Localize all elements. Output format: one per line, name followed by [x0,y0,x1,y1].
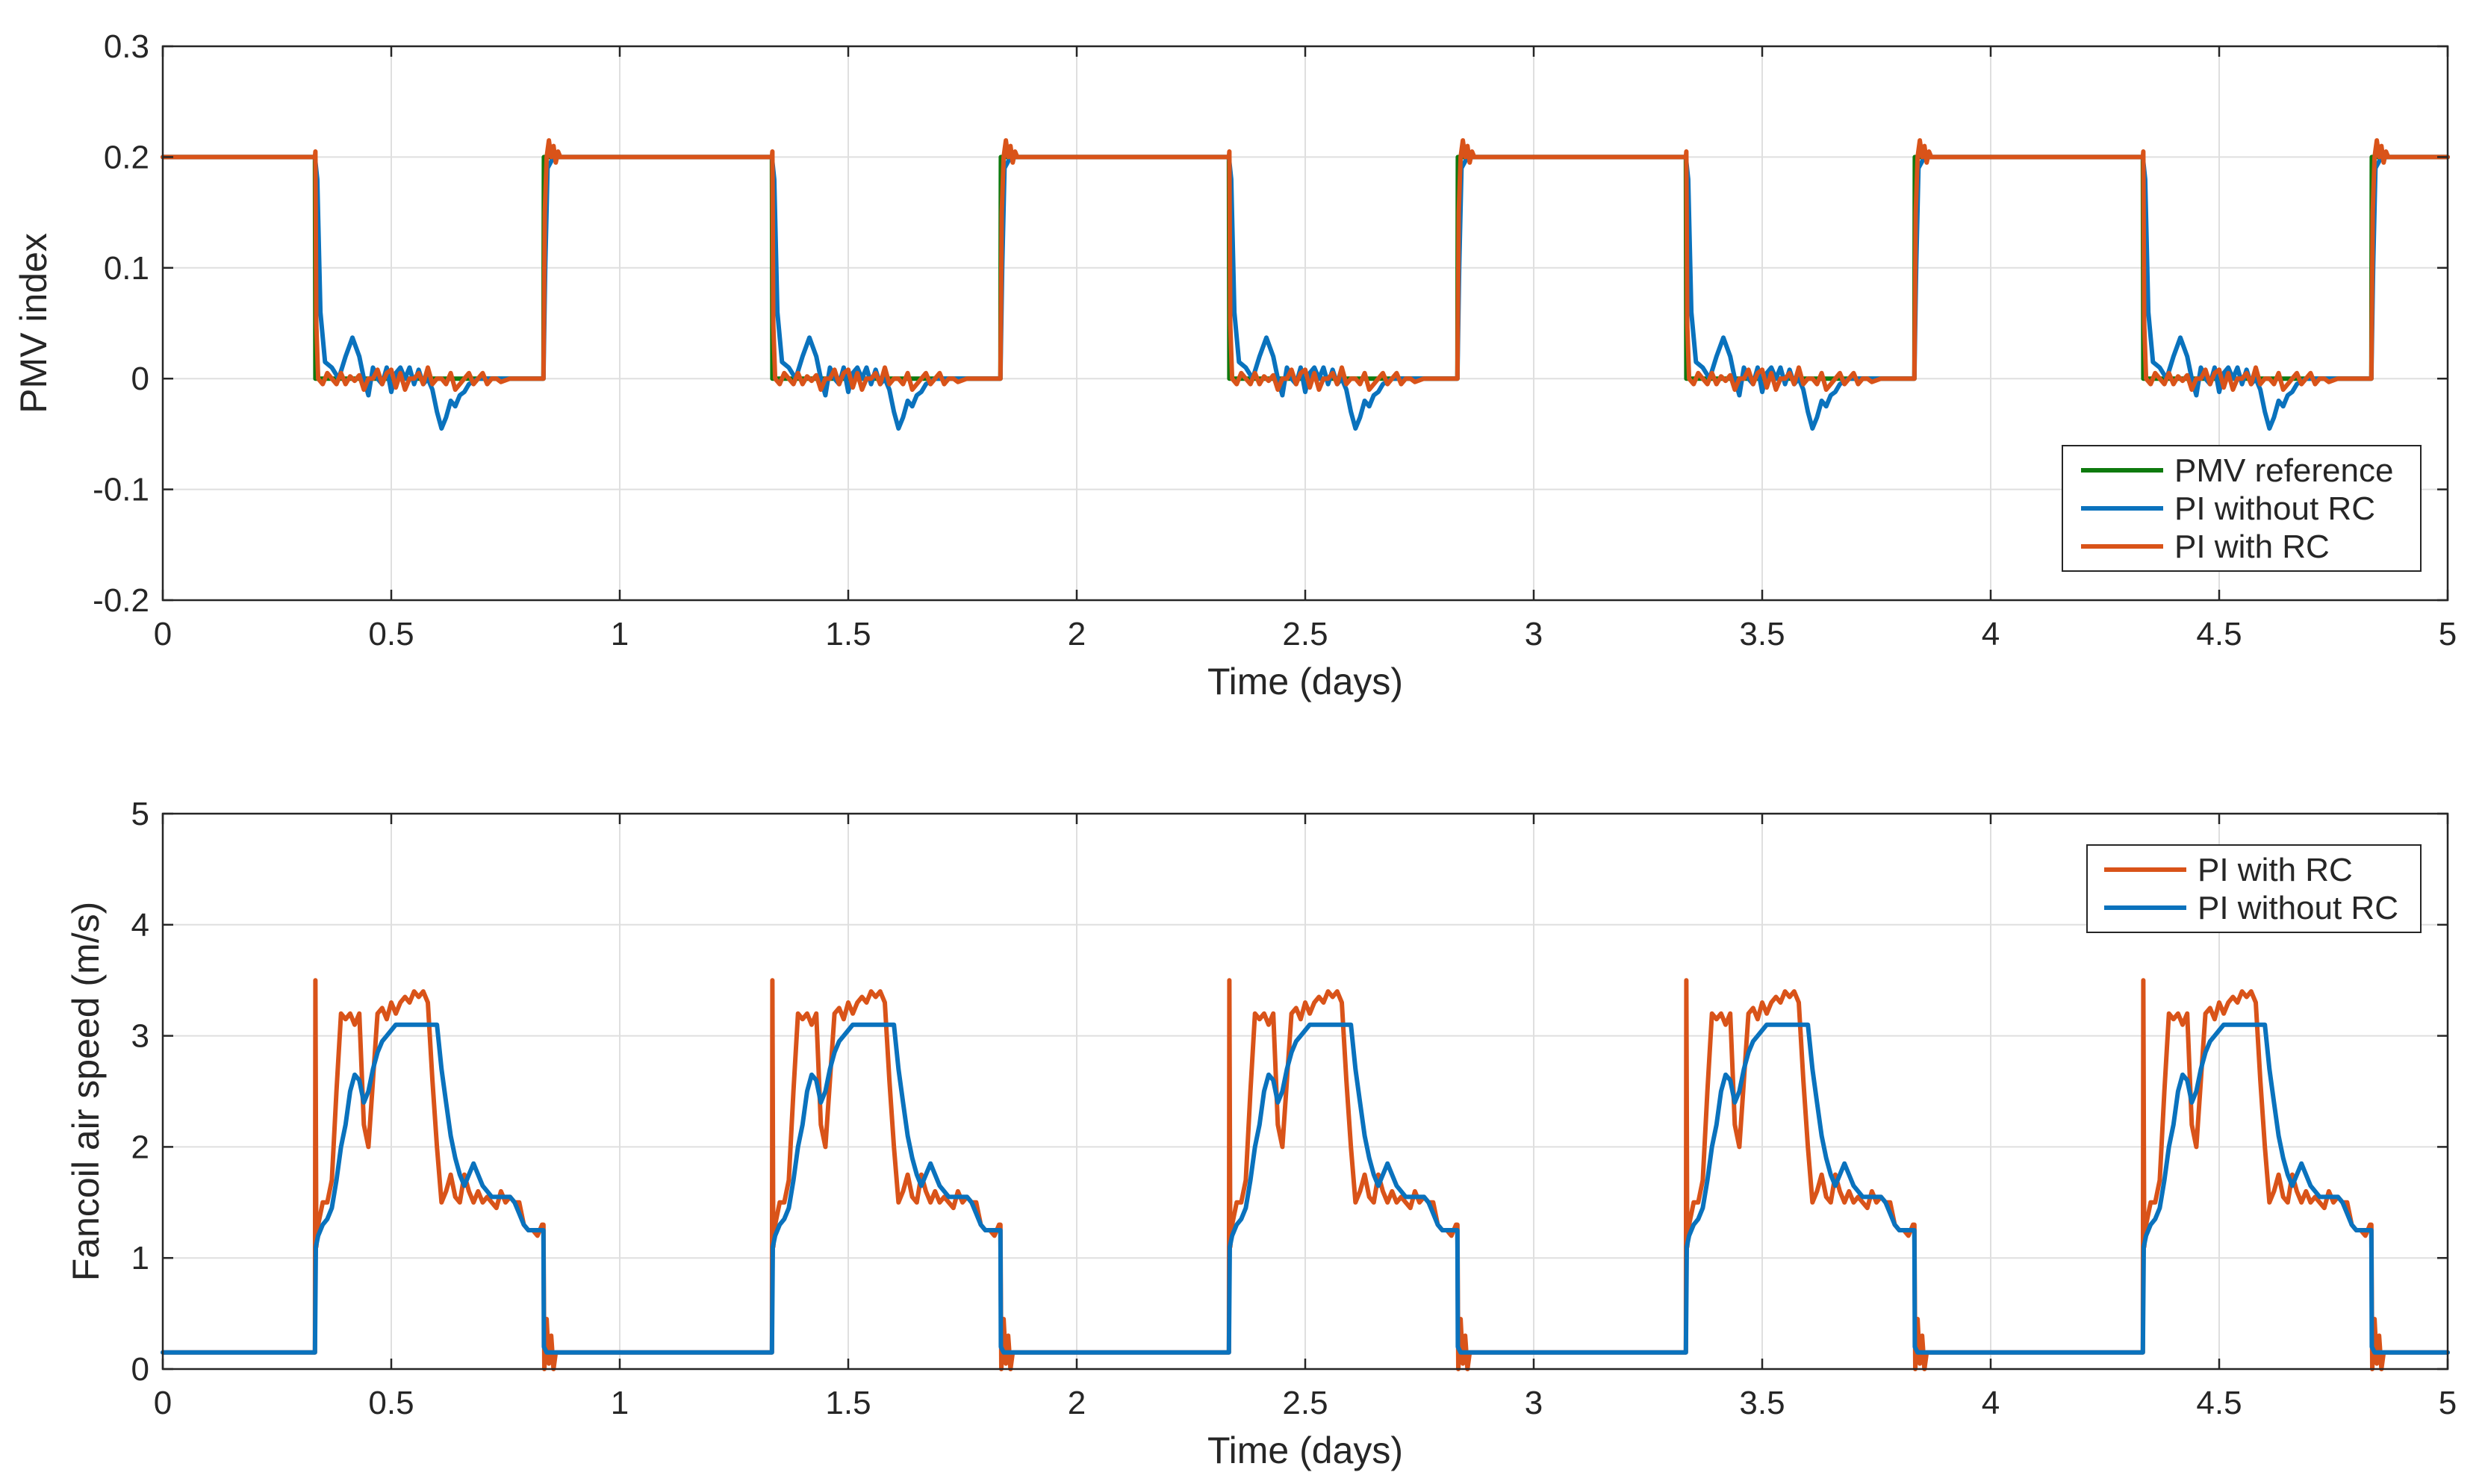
x-tick-label: 2.5 [1282,1385,1328,1421]
y-tick-label: 0.1 [104,250,149,287]
x-tick-label: 1 [611,616,629,652]
x-tick-label: 3 [1525,1385,1543,1421]
y-tick-labels: 0 1 2 3 4 5 [131,796,149,1388]
series-line-pi-without-rc [161,1022,2450,1355]
y-axis-label: PMV index [13,233,55,414]
x-tick-label: 3 [1525,616,1543,652]
x-tick-label: 2 [1068,1385,1086,1421]
x-tick-label: 0 [154,1385,172,1421]
legend-label-pi-without-rc: PI without RC [2174,490,2375,527]
plot-series [161,978,2450,1371]
x-tick-label: 2 [1068,616,1086,652]
y-tick-label: 3 [131,1018,149,1055]
y-tick-label: 0.2 [104,139,149,175]
x-tick-label: 5 [2439,616,2457,652]
x-tick-label: 0.5 [368,1385,414,1421]
tick-marks [161,45,2449,602]
y-tick-label: 0 [131,361,149,397]
legend-label-pi-with-rc: PI with RC [2174,529,2330,565]
y-tick-label: -0.1 [93,472,149,508]
legend-label-pmv-reference: PMV reference [2174,452,2393,489]
y-tick-labels: -0.2 -0.1 0 0.1 0.2 0.3 [93,28,149,619]
x-tick-label: 1.5 [825,616,871,652]
y-tick-label: -0.2 [93,582,149,619]
y-tick-label: 0.3 [104,28,149,65]
x-tick-labels: 0 0.5 1 1.5 2 2.5 3 3.5 4 4.5 5 [154,616,2457,652]
x-tick-label: 3.5 [1739,616,1785,652]
x-tick-label: 3.5 [1739,1385,1785,1421]
legend-label-pi-with-rc: PI with RC [2198,852,2353,888]
x-tick-label: 0.5 [368,616,414,652]
y-axis-label: Fancoil air speed (m/s) [65,902,107,1282]
fancoil-air-speed-chart: 0 1 2 3 4 5 0 0.5 1 1.5 2 2.5 3 3.5 4 4.… [65,796,2457,1471]
tick-marks [161,812,2449,1371]
x-tick-label: 4 [1982,1385,2000,1421]
legend: PMV reference PI without RC PI with RC [2062,445,2422,572]
legend-box [2086,844,2422,933]
series-line-pi-with-rc [161,138,2450,392]
x-tick-label: 2.5 [1282,616,1328,652]
legend: PI with RC PI without RC [2086,844,2422,933]
y-tick-label: 4 [131,907,149,944]
plot-series [161,138,2450,431]
x-tick-label: 0 [154,616,172,652]
x-axis-label: Time (days) [1207,661,1403,702]
x-tick-label: 1 [611,1385,629,1421]
x-tick-label: 1.5 [825,1385,871,1421]
y-tick-label: 0 [131,1351,149,1388]
y-tick-label: 1 [131,1240,149,1276]
y-tick-label: 2 [131,1129,149,1165]
x-tick-label: 4 [1982,616,2000,652]
x-axis-label: Time (days) [1207,1430,1403,1471]
x-tick-label: 5 [2439,1385,2457,1421]
legend-label-pi-without-rc: PI without RC [2198,890,2398,926]
y-tick-label: 5 [131,796,149,832]
x-tick-label: 4.5 [2196,616,2242,652]
pmv-index-chart: -0.2 -0.1 0 0.1 0.2 0.3 0 0.5 1 1.5 2 2.… [13,28,2457,702]
x-tick-labels: 0 0.5 1 1.5 2 2.5 3 3.5 4 4.5 5 [154,1385,2457,1421]
x-tick-label: 4.5 [2196,1385,2242,1421]
